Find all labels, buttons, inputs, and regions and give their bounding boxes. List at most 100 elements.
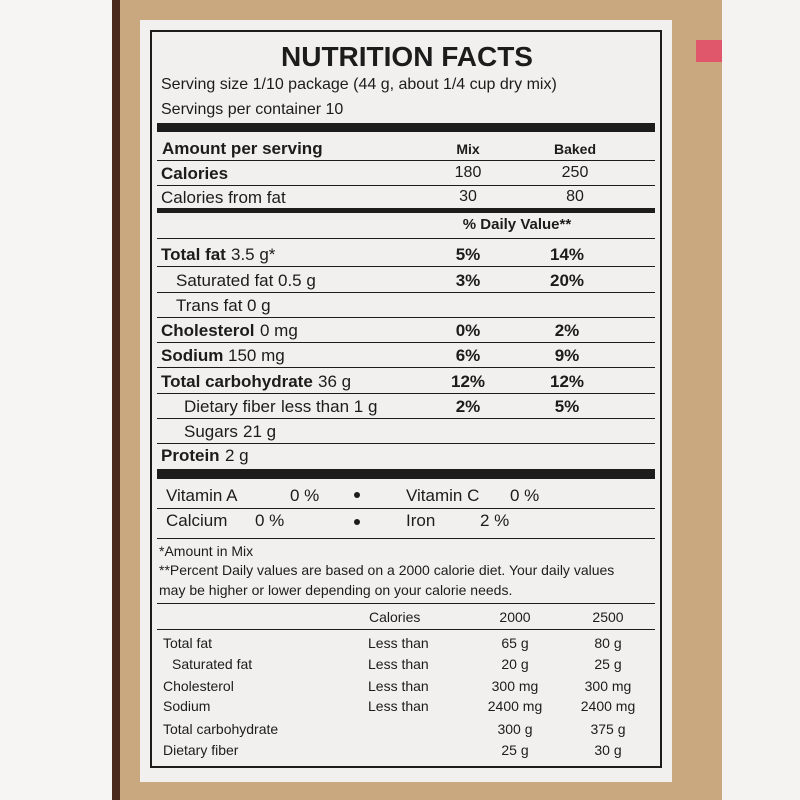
column-header: Baked bbox=[553, 141, 597, 157]
rule bbox=[157, 537, 655, 539]
vitamin-value: 2 % bbox=[480, 510, 510, 530]
nutrient-name: Total fat bbox=[161, 244, 226, 264]
box-edge bbox=[112, 0, 120, 800]
servings: Servings per container 10 bbox=[161, 101, 344, 118]
rule bbox=[157, 184, 655, 186]
reference-nutrient: Saturated fat bbox=[172, 656, 253, 672]
nutrient-name: Cholesterol bbox=[161, 320, 255, 340]
nutrient-mix: 3% bbox=[455, 270, 481, 290]
reference-value: 20 g bbox=[501, 656, 529, 672]
nutrient-name: Sugars bbox=[184, 421, 238, 441]
nutrient-amount: 0 mg bbox=[260, 320, 298, 340]
title: NUTRITION FACTS bbox=[281, 41, 533, 72]
rule bbox=[157, 342, 655, 343]
calorie-baked: 80 bbox=[566, 188, 584, 205]
rule bbox=[157, 122, 655, 132]
nutrient-name: Trans fat bbox=[176, 295, 243, 315]
nutrient-mix: 2% bbox=[455, 396, 481, 416]
reference-header: 2000 bbox=[499, 609, 531, 625]
reference-nutrient: Total fat bbox=[163, 635, 213, 651]
nutrient-name: Protein bbox=[161, 445, 220, 465]
rule bbox=[157, 469, 655, 479]
calorie-label: Calories bbox=[161, 163, 229, 183]
calorie-label: Calories from fat bbox=[161, 187, 286, 207]
reference-value: 300 mg bbox=[584, 678, 632, 694]
rule bbox=[157, 317, 655, 318]
vitamin-value: 0 % bbox=[255, 510, 285, 530]
reference-value: 300 g bbox=[497, 721, 533, 737]
serving-size: Serving size 1/10 package (44 g, about 1… bbox=[161, 76, 557, 93]
nutrient-amount: 0 g bbox=[247, 295, 271, 315]
column-header: Mix bbox=[456, 141, 480, 157]
nutrient-name: Dietary fiber bbox=[184, 396, 276, 416]
vitamin-name: Calcium bbox=[166, 510, 228, 530]
bullet bbox=[354, 492, 360, 498]
amount-header: Amount per serving bbox=[162, 138, 323, 158]
reference-value: 375 g bbox=[590, 721, 626, 737]
label-background bbox=[140, 20, 672, 782]
rule bbox=[157, 207, 655, 213]
rule bbox=[157, 393, 655, 394]
reference-value: 80 g bbox=[594, 635, 622, 651]
reference-limit: Less than bbox=[368, 698, 429, 714]
reference-value: 25 g bbox=[501, 742, 529, 758]
nutrient-baked: 14% bbox=[549, 244, 585, 264]
reference-nutrient: Cholesterol bbox=[163, 678, 234, 694]
nutrient-baked: 12% bbox=[549, 371, 585, 391]
footnote: *Amount in Mix bbox=[159, 543, 254, 559]
footnote: **Percent Daily values are based on a 20… bbox=[159, 562, 615, 578]
reference-value: 30 g bbox=[594, 742, 622, 758]
nutrient-amount: 21 g bbox=[243, 421, 277, 441]
reference-limit: Less than bbox=[368, 635, 429, 651]
rule bbox=[157, 159, 655, 161]
reference-nutrient: Dietary fiber bbox=[163, 742, 239, 758]
reference-header: Calories bbox=[369, 609, 421, 625]
nutrient-amount: 150 mg bbox=[228, 345, 285, 365]
label-border bbox=[150, 30, 662, 768]
nutrient-name: Sodium bbox=[161, 345, 224, 365]
calorie-baked: 250 bbox=[561, 164, 589, 181]
rule bbox=[157, 507, 655, 509]
reference-value: 2400 mg bbox=[580, 698, 636, 714]
nutrient-mix: 6% bbox=[455, 345, 481, 365]
reference-value: 300 mg bbox=[491, 678, 539, 694]
rule bbox=[157, 418, 655, 419]
reference-limit: Less than bbox=[368, 678, 429, 694]
nutrient-mix: 5% bbox=[455, 244, 481, 264]
rule bbox=[157, 367, 655, 368]
bullet bbox=[354, 519, 360, 525]
reference-nutrient: Sodium bbox=[163, 698, 211, 714]
reference-value: 65 g bbox=[501, 635, 529, 651]
nutrient-amount: 36 g bbox=[318, 371, 352, 391]
rule bbox=[157, 292, 655, 293]
reference-limit: Less than bbox=[368, 656, 429, 672]
nutrient-baked: 2% bbox=[554, 320, 580, 340]
nutrient-amount: 0.5 g bbox=[278, 270, 316, 290]
footnote: may be higher or lower depending on your… bbox=[159, 582, 513, 598]
rule bbox=[157, 602, 655, 604]
rule bbox=[157, 443, 655, 444]
vitamin-value: 0 % bbox=[290, 485, 320, 505]
vitamin-name: Vitamin C bbox=[406, 485, 480, 505]
nutrient-baked: 5% bbox=[554, 396, 580, 416]
nutrient-amount: 3.5 g* bbox=[231, 244, 276, 264]
calorie-mix: 180 bbox=[454, 164, 482, 181]
reference-value: 25 g bbox=[594, 656, 622, 672]
nutrient-name: Saturated fat bbox=[176, 270, 274, 290]
nutrient-baked: 20% bbox=[549, 270, 585, 290]
reference-nutrient: Total carbohydrate bbox=[163, 721, 279, 737]
calorie-mix: 30 bbox=[459, 188, 477, 205]
reference-header: 2500 bbox=[592, 609, 624, 625]
daily-value-header: % Daily Value** bbox=[462, 215, 572, 233]
rule bbox=[157, 628, 655, 630]
nutrient-name: Total carbohydrate bbox=[161, 371, 313, 391]
rule bbox=[157, 237, 655, 239]
nutrient-amount: 2 g bbox=[225, 445, 249, 465]
nutrient-mix: 12% bbox=[450, 371, 486, 391]
rule bbox=[157, 266, 655, 267]
pink-stripe bbox=[696, 40, 722, 62]
vitamin-value: 0 % bbox=[510, 485, 540, 505]
vitamin-name: Vitamin A bbox=[166, 485, 238, 505]
background-left bbox=[0, 0, 112, 800]
